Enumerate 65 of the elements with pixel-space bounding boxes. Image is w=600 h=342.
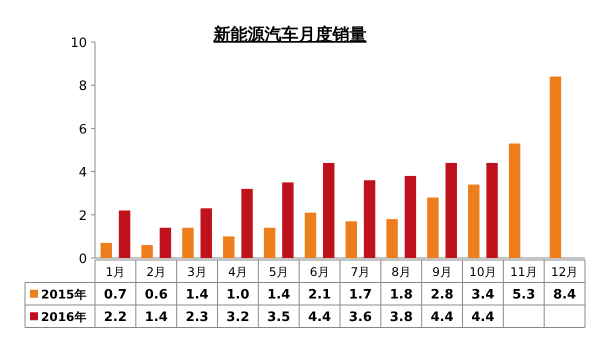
data-label: 2.3 (186, 310, 209, 326)
bar (160, 228, 172, 258)
data-label: 5.3 (512, 288, 536, 303)
data-label: 2.1 (308, 288, 332, 303)
x-tick-label: 7月 (350, 265, 370, 280)
x-tick-label: 4月 (228, 265, 248, 280)
bar (346, 221, 357, 258)
data-label: 0.7 (104, 288, 127, 303)
data-label: 4.4 (308, 310, 332, 326)
bar (241, 188, 253, 258)
y-tick-label: 0 (78, 252, 87, 267)
data-label: 3.5 (267, 310, 290, 326)
data-label: 3.2 (226, 310, 250, 326)
x-tick-label: 12月 (550, 265, 578, 280)
y-tick-label: 8 (78, 79, 87, 94)
data-label: 1.8 (390, 288, 413, 303)
x-tick-label: 9月 (432, 265, 452, 280)
bar (468, 184, 480, 258)
legend-label: 2016年 (41, 310, 86, 324)
chart-title: 新能源汽车月度销量 (212, 25, 366, 45)
data-label: 8.4 (553, 288, 576, 303)
bar (364, 180, 376, 258)
data-label: 2.2 (104, 310, 127, 326)
bar (223, 236, 234, 258)
data-label: 2.8 (430, 288, 454, 303)
bar (386, 219, 398, 258)
x-tick-label: 3月 (187, 265, 207, 280)
bar (100, 242, 112, 258)
x-tick-label: 8月 (391, 265, 412, 280)
data-label: 3.8 (390, 310, 413, 326)
x-tick-label: 11月 (510, 265, 538, 280)
bar (118, 210, 130, 258)
legend-label: 2015年 (41, 288, 86, 302)
data-label: 0.6 (144, 288, 168, 303)
data-label: 3.4 (471, 288, 494, 303)
y-tick-label: 4 (78, 166, 87, 181)
bar (200, 208, 212, 258)
x-tick-label: 2月 (146, 265, 166, 280)
bar (446, 162, 457, 258)
x-tick-label: 1月 (106, 265, 126, 280)
data-label: 4.4 (430, 310, 454, 326)
data-label: 1.0 (226, 288, 250, 303)
bar (550, 76, 562, 258)
bar (427, 198, 439, 258)
bar (264, 228, 276, 258)
x-tick-label: 5月 (268, 265, 289, 280)
data-label: 3.6 (348, 310, 372, 326)
x-tick-label: 6月 (310, 265, 330, 280)
y-tick-label: 2 (78, 208, 87, 224)
bar (182, 228, 194, 258)
bar (508, 144, 520, 258)
data-label: 1.4 (267, 288, 290, 303)
x-tick-label: 10月 (469, 265, 497, 280)
data-label: 1.4 (186, 288, 209, 303)
bar (141, 245, 153, 258)
bar (323, 162, 334, 258)
bar (282, 182, 294, 258)
y-tick-label: 10 (70, 36, 87, 51)
y-tick-label: 6 (78, 122, 87, 138)
data-label: 1.4 (144, 310, 168, 326)
bar (486, 162, 498, 258)
data-label: 4.4 (471, 310, 494, 326)
bar (304, 212, 316, 258)
data-label: 1.7 (348, 288, 372, 303)
bar (404, 176, 416, 258)
